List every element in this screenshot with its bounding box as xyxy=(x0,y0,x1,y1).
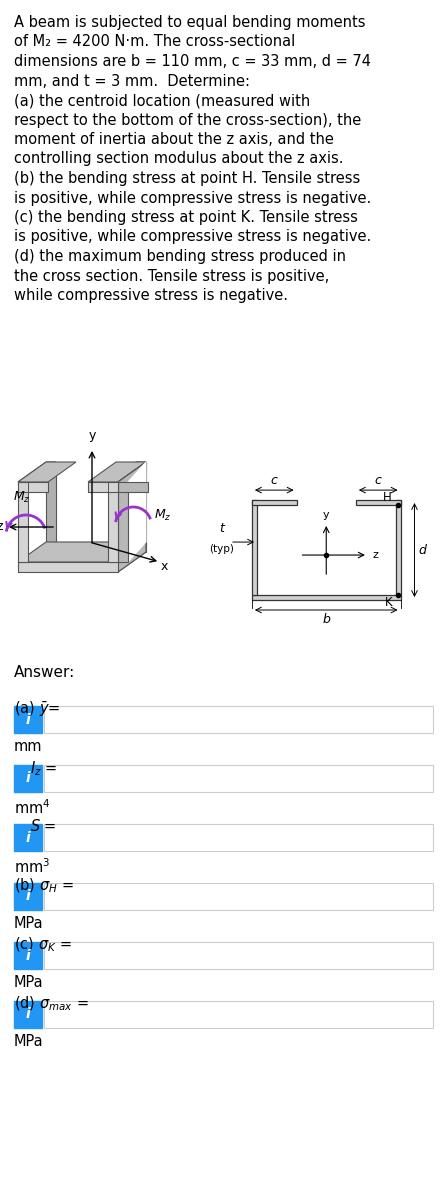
Text: i: i xyxy=(26,948,30,962)
Text: i: i xyxy=(26,772,30,786)
Polygon shape xyxy=(252,500,257,595)
Text: i: i xyxy=(26,1008,30,1021)
Polygon shape xyxy=(88,482,118,492)
Text: d: d xyxy=(419,544,426,557)
Text: while compressive stress is negative.: while compressive stress is negative. xyxy=(14,288,288,302)
Text: z: z xyxy=(0,521,3,534)
Text: mm, and t = 3 mm.  Determine:: mm, and t = 3 mm. Determine: xyxy=(14,73,250,89)
Text: dimensions are b = 110 mm, c = 33 mm, d = 74: dimensions are b = 110 mm, c = 33 mm, d … xyxy=(14,54,371,68)
Polygon shape xyxy=(118,482,128,562)
Text: (d) $\sigma_{max}$ =: (d) $\sigma_{max}$ = xyxy=(14,995,89,1013)
Text: t: t xyxy=(220,522,224,535)
Text: c: c xyxy=(271,474,278,487)
Text: mm$^4$: mm$^4$ xyxy=(14,798,51,817)
FancyBboxPatch shape xyxy=(14,706,42,733)
Text: Answer:: Answer: xyxy=(14,665,75,680)
Text: of M₂ = 4200 N·m. The cross-sectional: of M₂ = 4200 N·m. The cross-sectional xyxy=(14,35,295,49)
Polygon shape xyxy=(252,500,296,505)
Text: i: i xyxy=(26,713,30,726)
Text: (c) the bending stress at point K. Tensile stress: (c) the bending stress at point K. Tensi… xyxy=(14,210,358,226)
Polygon shape xyxy=(118,542,146,572)
Polygon shape xyxy=(18,462,76,482)
Text: z: z xyxy=(372,550,378,560)
Text: (a) the centroid location (measured with: (a) the centroid location (measured with xyxy=(14,92,310,108)
Text: c: c xyxy=(375,474,381,487)
Text: b: b xyxy=(322,613,330,626)
Text: A beam is subjected to equal bending moments: A beam is subjected to equal bending mom… xyxy=(14,14,366,30)
Text: moment of inertia about the z axis, and the: moment of inertia about the z axis, and … xyxy=(14,132,334,146)
Text: i: i xyxy=(26,830,30,845)
Text: i: i xyxy=(26,889,30,904)
Polygon shape xyxy=(396,500,400,595)
Text: $I_z$ =: $I_z$ = xyxy=(30,758,57,778)
Text: respect to the bottom of the cross-section), the: respect to the bottom of the cross-secti… xyxy=(14,113,361,127)
Text: (a) $\bar{y}$=: (a) $\bar{y}$= xyxy=(14,700,60,719)
Text: mm: mm xyxy=(14,739,42,754)
Polygon shape xyxy=(118,462,146,562)
Text: MPa: MPa xyxy=(14,974,44,990)
FancyBboxPatch shape xyxy=(14,942,42,970)
Polygon shape xyxy=(46,462,56,542)
Polygon shape xyxy=(118,482,148,492)
Polygon shape xyxy=(356,500,400,505)
Text: the cross section. Tensile stress is positive,: the cross section. Tensile stress is pos… xyxy=(14,269,329,283)
Text: (d) the maximum bending stress produced in: (d) the maximum bending stress produced … xyxy=(14,248,346,264)
FancyBboxPatch shape xyxy=(44,824,433,851)
Text: $M_z$: $M_z$ xyxy=(154,508,172,522)
Polygon shape xyxy=(46,462,56,472)
Polygon shape xyxy=(18,562,118,572)
Text: (typ): (typ) xyxy=(209,544,235,554)
Text: y: y xyxy=(323,510,329,520)
Text: controlling section modulus about the z axis.: controlling section modulus about the z … xyxy=(14,151,344,167)
Polygon shape xyxy=(136,462,146,542)
Text: is positive, while compressive stress is negative.: is positive, while compressive stress is… xyxy=(14,191,371,205)
FancyBboxPatch shape xyxy=(14,1001,42,1028)
FancyBboxPatch shape xyxy=(14,824,42,851)
FancyBboxPatch shape xyxy=(44,766,433,792)
Polygon shape xyxy=(128,462,146,562)
Text: H: H xyxy=(383,491,392,504)
Polygon shape xyxy=(46,542,146,552)
Polygon shape xyxy=(108,482,118,562)
Text: K: K xyxy=(385,596,392,608)
Polygon shape xyxy=(108,462,146,482)
Text: y: y xyxy=(88,428,96,442)
FancyBboxPatch shape xyxy=(44,883,433,910)
Text: MPa: MPa xyxy=(14,1034,44,1049)
Polygon shape xyxy=(88,462,146,482)
FancyBboxPatch shape xyxy=(44,942,433,970)
Text: (c) $\sigma_K$ =: (c) $\sigma_K$ = xyxy=(14,936,72,954)
Text: $M_z$: $M_z$ xyxy=(13,490,31,505)
Polygon shape xyxy=(18,542,146,562)
FancyBboxPatch shape xyxy=(44,1001,433,1028)
FancyBboxPatch shape xyxy=(14,766,42,792)
Text: is positive, while compressive stress is negative.: is positive, while compressive stress is… xyxy=(14,229,371,245)
Polygon shape xyxy=(18,482,48,492)
FancyBboxPatch shape xyxy=(14,883,42,910)
Polygon shape xyxy=(18,462,56,482)
Polygon shape xyxy=(118,542,146,572)
Text: mm$^3$: mm$^3$ xyxy=(14,857,50,876)
Text: (b) $\sigma_H$ =: (b) $\sigma_H$ = xyxy=(14,877,74,895)
Polygon shape xyxy=(118,462,146,562)
Polygon shape xyxy=(136,462,146,472)
Polygon shape xyxy=(118,462,146,562)
Text: $S$ =: $S$ = xyxy=(30,818,56,834)
Polygon shape xyxy=(18,482,28,562)
Polygon shape xyxy=(252,595,400,600)
Text: x: x xyxy=(161,559,168,572)
Text: (b) the bending stress at point H. Tensile stress: (b) the bending stress at point H. Tensi… xyxy=(14,170,360,186)
FancyBboxPatch shape xyxy=(44,706,433,733)
Text: MPa: MPa xyxy=(14,916,44,931)
